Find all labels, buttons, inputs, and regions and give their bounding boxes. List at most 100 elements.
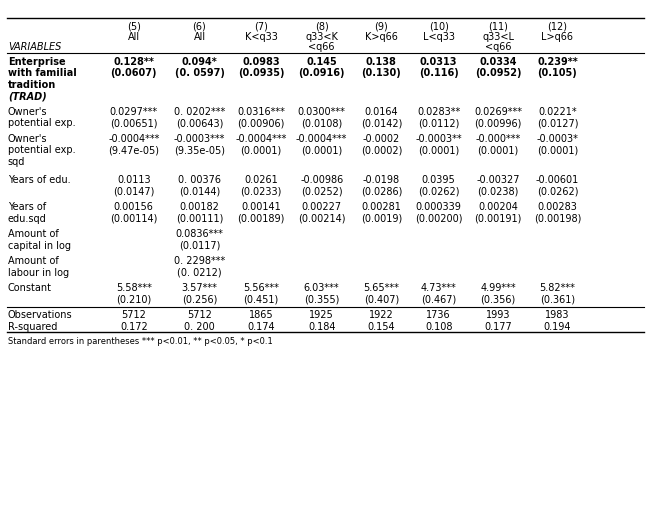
Text: (11): (11) [488, 22, 508, 32]
Text: (0.0233): (0.0233) [240, 187, 282, 197]
Text: (0.0935): (0.0935) [238, 69, 284, 79]
Text: Observations: Observations [8, 310, 72, 320]
Text: -0.00327: -0.00327 [477, 175, 520, 185]
Text: 0.0113: 0.0113 [117, 175, 150, 185]
Text: <q66: <q66 [309, 42, 335, 52]
Text: 0.094*: 0.094* [182, 57, 217, 67]
Text: 5.82***: 5.82*** [540, 283, 575, 293]
Text: 4.73***: 4.73*** [421, 283, 456, 293]
Text: (0.0952): (0.0952) [475, 69, 521, 79]
Text: 0.138: 0.138 [366, 57, 396, 67]
Text: (9.35e-05): (9.35e-05) [174, 145, 225, 155]
Text: 5.58***: 5.58*** [116, 283, 152, 293]
Text: 1983: 1983 [545, 310, 570, 320]
Text: tradition: tradition [8, 80, 56, 90]
Text: (0.0142): (0.0142) [361, 118, 402, 128]
Text: 0.128**: 0.128** [113, 57, 154, 67]
Text: 0.194: 0.194 [544, 322, 571, 332]
Text: -0.000***: -0.000*** [475, 134, 521, 144]
Text: sqd: sqd [8, 157, 25, 167]
Text: (0.0127): (0.0127) [536, 118, 578, 128]
Text: -0.00986: -0.00986 [300, 175, 343, 185]
Text: 4.99***: 4.99*** [480, 283, 516, 293]
Text: 0.00156: 0.00156 [114, 202, 154, 212]
Text: q33<K: q33<K [305, 32, 338, 42]
Text: (0.0252): (0.0252) [301, 187, 342, 197]
Text: (0.0001): (0.0001) [301, 145, 342, 155]
Text: 0.0297***: 0.0297*** [110, 107, 158, 117]
Text: 1736: 1736 [426, 310, 451, 320]
Text: (0.00114): (0.00114) [110, 213, 158, 223]
Text: 0.184: 0.184 [308, 322, 335, 332]
Text: (0.210): (0.210) [116, 295, 152, 305]
Text: edu.sqd: edu.sqd [8, 213, 46, 223]
Text: q33<L: q33<L [482, 32, 514, 42]
Text: 0. 00376: 0. 00376 [178, 175, 221, 185]
Text: (0.0286): (0.0286) [361, 187, 402, 197]
Text: (9.47e-05): (9.47e-05) [108, 145, 159, 155]
Text: 0. 200: 0. 200 [184, 322, 215, 332]
Text: Years of edu.: Years of edu. [8, 175, 70, 185]
Text: potential exp.: potential exp. [8, 118, 76, 128]
Text: (0.130): (0.130) [361, 69, 401, 79]
Text: Constant: Constant [8, 283, 52, 293]
Text: (0.451): (0.451) [243, 295, 279, 305]
Text: 0.0269***: 0.0269*** [474, 107, 522, 117]
Text: (0.00191): (0.00191) [475, 213, 521, 223]
Text: -0.0004***: -0.0004*** [296, 134, 348, 144]
Text: 3.57***: 3.57*** [182, 283, 217, 293]
Text: -0.0002: -0.0002 [363, 134, 400, 144]
Text: 0.00281: 0.00281 [361, 202, 401, 212]
Text: 0.0283**: 0.0283** [417, 107, 460, 117]
Text: 0.00141: 0.00141 [241, 202, 281, 212]
Text: (0.361): (0.361) [540, 295, 575, 305]
Text: 0.0983: 0.0983 [242, 57, 280, 67]
Text: 1922: 1922 [369, 310, 394, 320]
Text: (0.467): (0.467) [421, 295, 456, 305]
Text: -0.0004***: -0.0004*** [108, 134, 159, 144]
Text: Enterprise: Enterprise [8, 57, 65, 67]
Text: Owner's: Owner's [8, 107, 48, 117]
Text: (0.105): (0.105) [538, 69, 577, 79]
Text: -0.0003***: -0.0003*** [174, 134, 225, 144]
Text: 0. 0202***: 0. 0202*** [174, 107, 225, 117]
Text: (0.0001): (0.0001) [537, 145, 578, 155]
Text: 0.00283: 0.00283 [538, 202, 577, 212]
Text: (0.00198): (0.00198) [534, 213, 581, 223]
Text: with familial: with familial [8, 69, 77, 79]
Text: 0.0316***: 0.0316*** [237, 107, 285, 117]
Text: 0.239**: 0.239** [537, 57, 578, 67]
Text: 0.00182: 0.00182 [180, 202, 219, 212]
Text: (0.0238): (0.0238) [477, 187, 519, 197]
Text: (0.0262): (0.0262) [536, 187, 578, 197]
Text: 0.0836***: 0.0836*** [176, 229, 223, 239]
Text: (0.0019): (0.0019) [361, 213, 402, 223]
Text: -0.0003*: -0.0003* [536, 134, 578, 144]
Text: (0.0001): (0.0001) [418, 145, 460, 155]
Text: All: All [193, 32, 206, 42]
Text: (0.0262): (0.0262) [418, 187, 460, 197]
Text: 1925: 1925 [309, 310, 334, 320]
Text: 0.0300***: 0.0300*** [298, 107, 346, 117]
Text: 0.177: 0.177 [484, 322, 512, 332]
Text: Amount of: Amount of [8, 229, 59, 239]
Text: Standard errors in parentheses *** p<0.01, ** p<0.05, * p<0.1: Standard errors in parentheses *** p<0.0… [8, 337, 273, 346]
Text: (0.0916): (0.0916) [298, 69, 345, 79]
Text: (0.0147): (0.0147) [113, 187, 154, 197]
Text: 0.00204: 0.00204 [478, 202, 518, 212]
Text: -0.00601: -0.00601 [536, 175, 579, 185]
Text: 0.0313: 0.0313 [420, 57, 458, 67]
Text: K<q33: K<q33 [245, 32, 277, 42]
Text: -0.0004***: -0.0004*** [236, 134, 286, 144]
Text: 0.0261: 0.0261 [244, 175, 278, 185]
Text: (10): (10) [429, 22, 449, 32]
Text: 1865: 1865 [249, 310, 273, 320]
Text: 0.108: 0.108 [425, 322, 452, 332]
Text: (0.00643): (0.00643) [176, 118, 223, 128]
Text: (12): (12) [547, 22, 568, 32]
Text: Owner's: Owner's [8, 134, 48, 144]
Text: 0.154: 0.154 [368, 322, 395, 332]
Text: (0.0002): (0.0002) [361, 145, 402, 155]
Text: (0.407): (0.407) [364, 295, 399, 305]
Text: 5.65***: 5.65*** [363, 283, 399, 293]
